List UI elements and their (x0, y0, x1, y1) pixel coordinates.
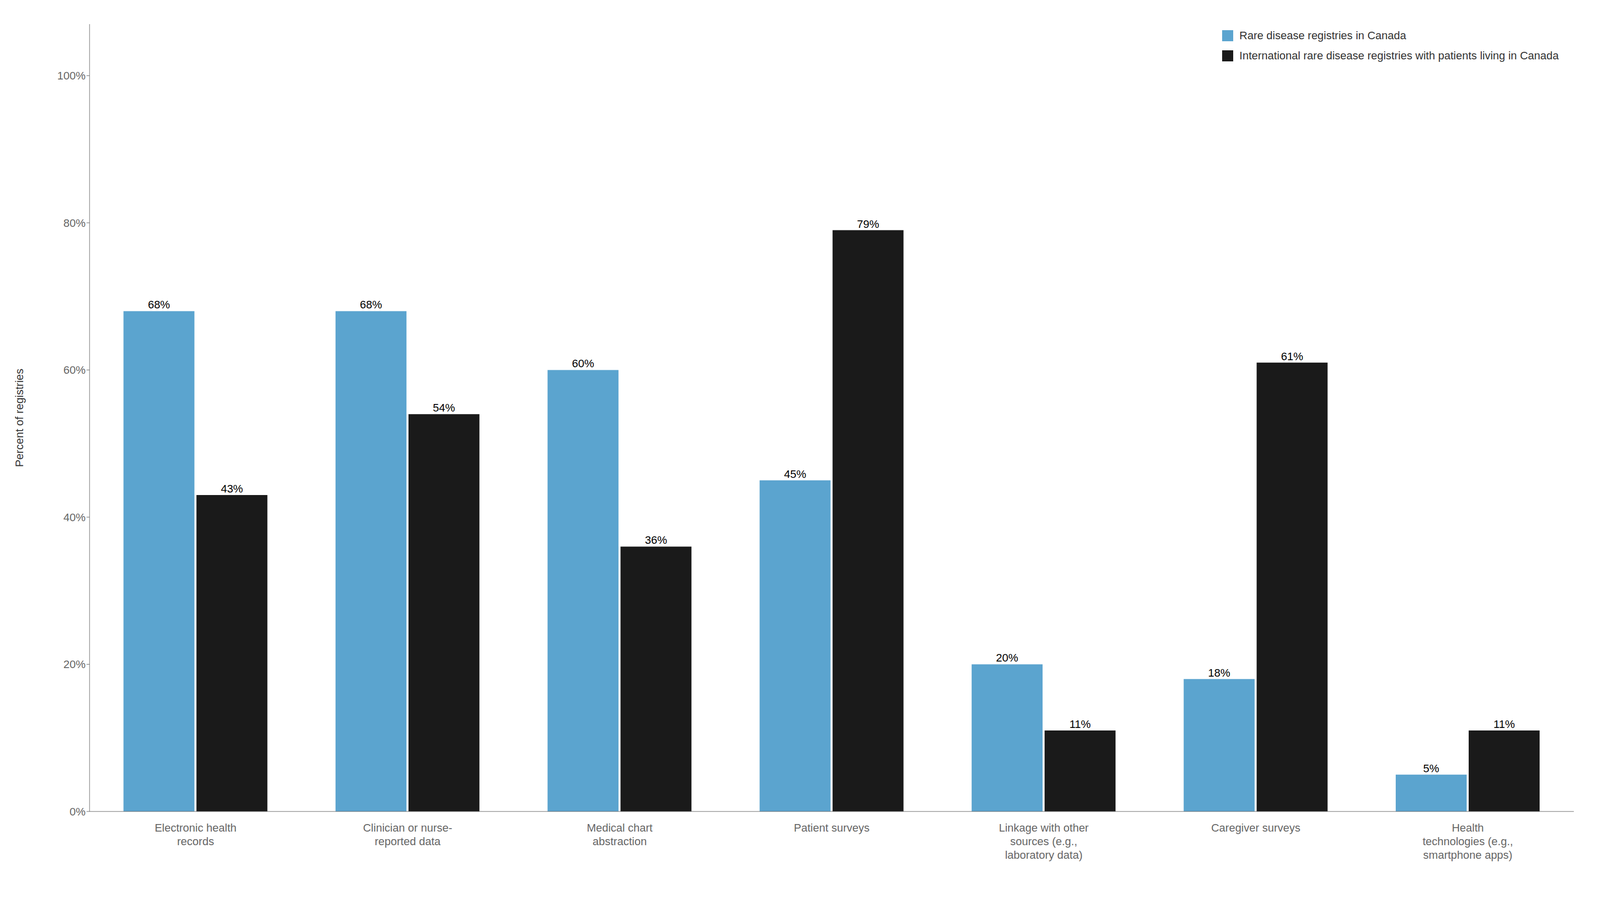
svg-text:Caregiver surveys: Caregiver surveys (1211, 821, 1301, 835)
svg-text:Clinician or nurse-reported da: Clinician or nurse-reported data (362, 821, 452, 848)
svg-text:20%: 20% (996, 651, 1019, 665)
svg-text:54%: 54% (432, 401, 455, 415)
svg-text:60%: 60% (63, 363, 86, 377)
svg-text:61%: 61% (1281, 350, 1304, 363)
svg-text:79%: 79% (856, 217, 879, 231)
svg-text:Medical chartabstraction: Medical chartabstraction (586, 821, 653, 848)
svg-text:36%: 36% (645, 533, 668, 547)
svg-text:20%: 20% (63, 658, 86, 671)
svg-text:18%: 18% (1208, 666, 1231, 680)
svg-text:11%: 11% (1069, 717, 1091, 731)
svg-text:Electronic healthrecords: Electronic healthrecords (154, 821, 237, 848)
svg-text:68%: 68% (359, 298, 382, 311)
svg-text:100%: 100% (57, 69, 86, 83)
svg-text:Healthtechnologies (e.g.,smart: Healthtechnologies (e.g.,smartphone apps… (1422, 821, 1513, 862)
svg-text:80%: 80% (63, 216, 86, 230)
svg-text:11%: 11% (1493, 717, 1515, 731)
html-text:International rare disease reg: International rare disease registries wi… (1239, 49, 1559, 62)
svg-text:45%: 45% (783, 467, 807, 481)
svg-text:40%: 40% (63, 511, 86, 524)
svg-text:43%: 43% (220, 482, 244, 496)
svg-text:Patient surveys: Patient surveys (793, 821, 870, 835)
svg-text:5%: 5% (1423, 762, 1440, 775)
html-text:Rare disease registries in Can: Rare disease registries in Canada (1239, 29, 1407, 42)
svg-text:68%: 68% (147, 298, 171, 311)
svg-text:0%: 0% (69, 805, 86, 819)
svg-text:Percent of registries: Percent of registries (13, 368, 26, 468)
svg-text:60%: 60% (572, 357, 595, 370)
svg-text:Linkage with othersources (e.g: Linkage with othersources (e.g.,laborato… (998, 821, 1089, 862)
